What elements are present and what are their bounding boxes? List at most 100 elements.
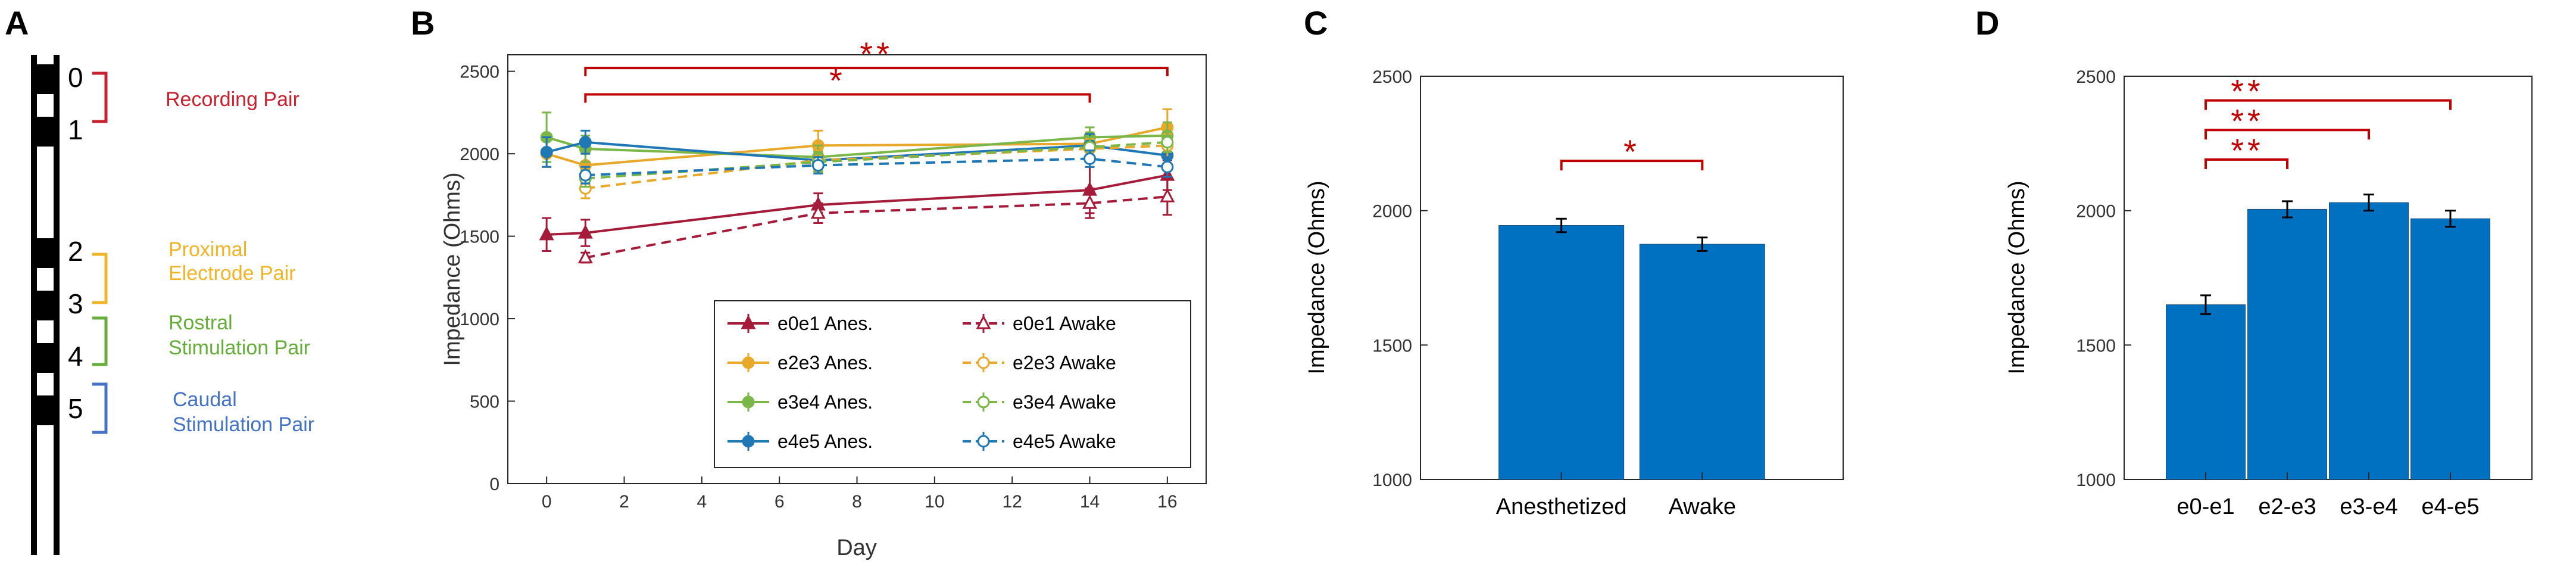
contact-1: [37, 117, 54, 147]
y-tick-label: 1000: [1372, 471, 1412, 490]
data-point: [1160, 188, 1175, 202]
significance-marker: **: [2231, 73, 2264, 110]
legend-swatch-marker: [742, 356, 755, 369]
bar: [1639, 244, 1765, 480]
data-point: [579, 136, 592, 149]
x-tick-label: 6: [775, 492, 785, 512]
panel-b-y-ticks: 0 500 1000 1500 2000 2500: [460, 63, 515, 494]
electrode-label: 3: [68, 288, 83, 319]
bar: [1498, 225, 1625, 480]
rostral-pair-label: Rostral: [168, 311, 233, 334]
legend: e0e1 Anes. e2e3 Anes. e3e4 Anes. e4e5 Anes.…: [714, 300, 1191, 468]
y-tick-label: 1500: [460, 228, 499, 247]
data-point: [1082, 195, 1097, 209]
panel-c-frame: [1420, 76, 1844, 480]
panel-d-axes: 1000 1500 2000 2500 e0-e1 e2-e3 e3-e4 e4-e5 **…: [2004, 67, 2533, 519]
panel-c-y-ticks: 1000 1500 2000 2500: [1372, 67, 1428, 490]
panel-b-y-label: Impedance (Ohms): [440, 172, 465, 366]
panel-letter-a: A: [5, 4, 29, 42]
bar: [2247, 208, 2327, 480]
panel-d-bars: e0-e1 e2-e3 e3-e4 e4-e5: [2166, 194, 2490, 519]
x-tick-label: e0-e1: [2177, 494, 2234, 519]
caudal-pair-label: Caudal: [173, 388, 237, 411]
data-point: [577, 224, 593, 239]
panel-c-annotations: *: [1560, 133, 1704, 170]
significance-bracket: [584, 93, 1091, 103]
data-point: [810, 204, 826, 219]
legend-label: e3e4 Anes.: [778, 391, 873, 413]
proximal-pair-label: Electrode Pair: [168, 262, 296, 285]
caudal-pair-label: Stimulation Pair: [173, 413, 314, 436]
significance-bracket: [2205, 129, 2370, 140]
legend-item: e4e5 Anes.: [727, 431, 873, 452]
significance-marker: *: [1623, 133, 1640, 170]
panel-letter-c: C: [1304, 4, 1328, 42]
series-e4e5-awake: [579, 149, 1174, 185]
legend-label: e2e3 Anes.: [778, 352, 873, 373]
data-point: [579, 169, 592, 182]
legend-label: e4e5 Anes.: [778, 431, 873, 452]
y-tick-label: 500: [470, 392, 499, 412]
x-tick-label: 4: [697, 492, 707, 512]
series-line: [547, 174, 1168, 236]
panel-d-annotations: ******: [2205, 73, 2452, 169]
significance-bracket: [2205, 158, 2288, 169]
legend-item: e3e4 Anes.: [727, 391, 873, 413]
x-tick-label: 8: [852, 492, 862, 512]
y-tick-label: 2000: [460, 145, 499, 164]
panel-d-y-ticks: 1000 1500 2000 2500: [2076, 67, 2131, 490]
significance-marker: **: [860, 35, 893, 73]
legend-label: e0e1 Anes.: [778, 313, 873, 334]
legend-swatch-marker: [977, 395, 990, 409]
series-e2e3-anes-: [540, 108, 1174, 178]
y-tick-label: 1000: [460, 310, 499, 329]
contact-4: [37, 343, 54, 373]
electrode-label: 1: [68, 114, 83, 145]
x-tick-label: Awake: [1669, 494, 1736, 519]
data-point: [1161, 136, 1174, 149]
panel-d-frame: [2124, 76, 2533, 480]
data-point: [1084, 152, 1096, 165]
y-tick-label: 1500: [2076, 336, 2116, 356]
panel-b-x-label: Day: [836, 535, 877, 560]
legend-swatch-marker: [977, 435, 990, 448]
panel-b-series: [539, 108, 1175, 264]
y-tick-label: 2500: [2076, 67, 2116, 87]
x-tick-label: 0: [542, 492, 552, 512]
legend-label: e4e5 Awake: [1013, 431, 1116, 452]
panel-b-x-ticks: 0 2 4 6 8 10 12 14 16: [542, 476, 1178, 512]
y-tick-label: 0: [489, 475, 499, 494]
legend-label: e2e3 Awake: [1013, 352, 1116, 373]
series-line: [585, 157, 1168, 177]
electrode-label: 4: [68, 341, 83, 372]
legend-item: e0e1 Anes.: [727, 313, 873, 334]
recording-pair-bracket: [92, 71, 108, 123]
significance-bracket: [584, 67, 1169, 77]
y-tick-label: 1500: [1372, 336, 1412, 356]
panel-letter-b: B: [411, 4, 435, 42]
x-tick-label: 10: [925, 492, 944, 512]
y-tick-label: 2500: [460, 63, 499, 82]
contact-0: [37, 64, 54, 94]
panel-b-annotations: ***: [584, 35, 1169, 103]
panel-c-bars: Anesthetized Awake: [1496, 217, 1765, 519]
caudal-pair-bracket: [92, 382, 108, 434]
data-point: [811, 159, 825, 172]
electrode-label: 2: [68, 236, 83, 267]
series-line: [585, 195, 1168, 259]
x-tick-label: Anesthetized: [1496, 494, 1627, 519]
y-tick-label: 1000: [2076, 471, 2116, 490]
legend-swatch-marker: [742, 435, 755, 448]
legend-swatch-marker: [976, 314, 991, 329]
electrode-label: 5: [68, 393, 83, 424]
contact-5: [37, 395, 54, 425]
bar: [2329, 202, 2409, 480]
bar: [2410, 218, 2490, 480]
recording-pair-label: Recording Pair: [166, 88, 299, 111]
legend-item: e2e3 Awake: [963, 352, 1116, 373]
proximal-pair-bracket: [92, 253, 108, 304]
x-tick-label: 2: [619, 492, 629, 512]
series-line: [585, 141, 1167, 180]
bar: [2166, 304, 2246, 480]
